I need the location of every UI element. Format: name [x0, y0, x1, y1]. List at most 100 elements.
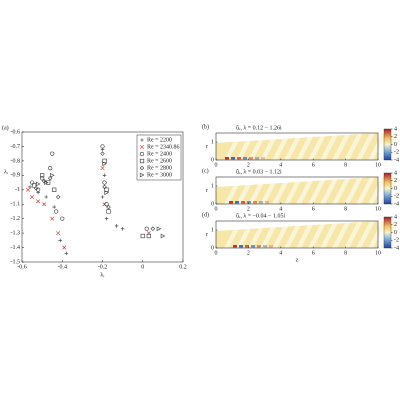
legend-marker: [139, 172, 145, 178]
field-stripe: [284, 133, 303, 160]
marker: [33, 186, 39, 191]
x-tick-label: 10: [375, 206, 381, 212]
marker: [160, 233, 166, 239]
marker: [156, 226, 162, 232]
field-blob: [253, 201, 257, 204]
colorbar-tick-label: 2: [394, 222, 397, 228]
field-stripe: [320, 177, 339, 204]
colorbar: [383, 172, 392, 205]
field-blob: [261, 157, 265, 160]
legend-label: Re = 2600: [147, 158, 172, 164]
marker: [36, 199, 41, 204]
marker: [100, 151, 105, 156]
marker: [106, 209, 111, 214]
field-stripe: [332, 177, 351, 204]
field-stripe: [344, 177, 363, 204]
x-tick-label: 4: [279, 162, 282, 168]
x-tick-label: 6: [312, 206, 315, 212]
field-stripe: [308, 177, 327, 204]
field-blob: [263, 245, 267, 248]
y-tick-label: -0.9: [11, 173, 21, 179]
y-tick-label: 1: [211, 183, 214, 189]
field-stripe: [368, 177, 387, 204]
marker: [150, 226, 156, 232]
x-tick-label: 6: [312, 162, 315, 168]
x-tick-label: 10: [375, 162, 381, 168]
field-blob: [269, 245, 273, 248]
y-tick-label: -0.7: [11, 144, 21, 150]
field-stripe: [344, 133, 363, 160]
y-axis-label: λᵢ: [4, 169, 8, 175]
field-blob: [247, 201, 251, 204]
marker: [144, 226, 149, 231]
x-tick-label: 0: [215, 250, 218, 256]
colorbar-tick-label: -4: [394, 201, 399, 207]
domain-wedge: [216, 133, 378, 143]
field-stripe: [368, 221, 387, 248]
marker: [120, 226, 125, 231]
y-tick-label: -1: [15, 187, 20, 193]
field: [216, 221, 399, 248]
marker: [100, 144, 105, 149]
legend-label: Re = 2800: [147, 165, 172, 171]
x-axis-label: λᵣ: [100, 272, 105, 278]
field-blob: [237, 157, 241, 160]
y-tick-label: 1: [211, 227, 214, 233]
x-tick-label: 2: [247, 162, 250, 168]
field-stripe: [308, 221, 327, 248]
x-tick-label: 0.2: [179, 264, 187, 270]
field-stripe: [356, 221, 375, 248]
field-blob: [257, 245, 261, 248]
field: [216, 133, 399, 160]
marker: [42, 202, 47, 207]
x-tick-label: 10: [375, 250, 381, 256]
marker: [62, 245, 67, 250]
marker: [36, 181, 41, 187]
y-axis-label: r: [206, 232, 208, 238]
marker: [29, 180, 35, 185]
field-stripe: [320, 133, 339, 160]
marker: [104, 202, 109, 207]
marker: [104, 190, 109, 195]
field-blob: [255, 157, 259, 160]
marker: [104, 187, 109, 192]
colorbar-tick-label: 0: [394, 142, 397, 148]
colorbar-tick-label: -4: [394, 245, 399, 251]
legend-marker: [139, 158, 145, 164]
field-stripe: [344, 221, 363, 248]
field-stripe: [368, 133, 387, 160]
marker: [100, 166, 105, 171]
field-stripe: [284, 221, 303, 248]
panel-label: (b): [202, 123, 209, 130]
field-blob: [239, 245, 243, 248]
colorbar-tick-label: -2: [394, 238, 399, 244]
field-blob: [233, 245, 237, 248]
panel-title: ûᵣ, λ = 0.03 − 1.12i: [236, 169, 282, 175]
domain-wedge: [216, 177, 378, 187]
legend-marker: [139, 165, 145, 171]
field-stripe: [296, 133, 315, 160]
field: [216, 177, 399, 204]
y-tick-label: -1.1: [11, 202, 21, 208]
field-stripe: [332, 133, 351, 160]
panel-label: (d): [202, 211, 209, 218]
marker: [114, 224, 119, 228]
x-tick-label: 0: [215, 162, 218, 168]
y-tick-label: 0: [211, 245, 214, 251]
x-axis-label: z: [296, 257, 299, 263]
field-stripe: [260, 221, 279, 248]
legend-label: Re = 3000: [147, 172, 172, 178]
colorbar-tick-label: 2: [394, 178, 397, 184]
colorbar-tick-label: 2: [394, 134, 397, 140]
legend-box: [136, 134, 182, 181]
marker: [64, 251, 69, 256]
y-tick-label: -1.3: [11, 230, 21, 236]
marker: [44, 195, 48, 199]
colorbar-tick-label: 4: [394, 214, 397, 220]
colorbar-tick-label: -2: [394, 150, 399, 156]
field-stripe: [308, 133, 327, 160]
marker: [102, 184, 107, 190]
field-blob: [243, 157, 247, 160]
x-tick-label: 8: [344, 162, 347, 168]
